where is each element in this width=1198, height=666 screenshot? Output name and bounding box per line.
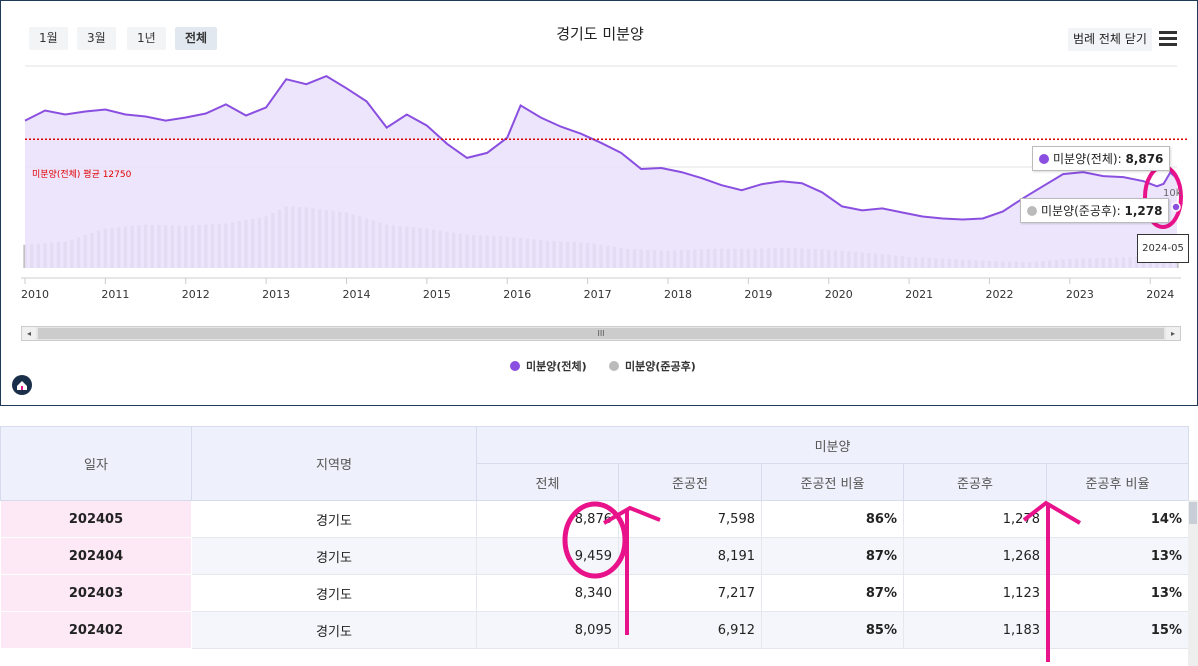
- x-tick-label: 2013: [262, 288, 290, 301]
- header-date[interactable]: 일자: [0, 426, 192, 501]
- scroll-right-arrow-icon[interactable]: ▸: [1166, 327, 1180, 340]
- cell-total: 8,340: [476, 574, 619, 612]
- cell-date: 202405: [0, 500, 192, 538]
- chart-panel: 1월 3월 1년 전체 경기도 미분양 범례 전체 닫기 2010 2011 201…: [0, 0, 1198, 406]
- x-tick-label: 2010: [21, 288, 49, 301]
- tooltip-total-name: 미분양(전체): [1053, 152, 1118, 166]
- cell-after: 1,183: [903, 611, 1047, 649]
- scroll-thumb[interactable]: III: [38, 328, 1164, 339]
- x-tick-label: 2024: [1146, 288, 1174, 301]
- cell-after: 1,123: [903, 574, 1047, 612]
- cell-after-ratio: 15%: [1045, 611, 1190, 649]
- home-icon[interactable]: [12, 375, 32, 395]
- tooltip-after-value: 1,278: [1124, 204, 1163, 218]
- period-button-1y[interactable]: 1년: [127, 27, 166, 50]
- cell-after: 1,278: [903, 500, 1047, 538]
- cell-before: 7,217: [618, 574, 762, 612]
- legend-label: 미분양(전체): [526, 360, 587, 373]
- cell-after-ratio: 13%: [1045, 574, 1190, 612]
- cell-region: 경기도: [191, 537, 477, 575]
- period-button-all[interactable]: 전체: [175, 27, 218, 50]
- tooltip-total: 미분양(전체): 8,876: [1032, 146, 1171, 171]
- total-series-area: [25, 76, 1177, 268]
- series-dot-icon: [1039, 154, 1049, 164]
- table-row[interactable]: 202403 경기도 8,340 7,217 87% 1,123 13%: [0, 574, 1190, 612]
- cell-after-ratio: 13%: [1045, 537, 1190, 575]
- cell-after: 1,268: [903, 537, 1047, 575]
- header-before[interactable]: 준공전: [618, 463, 762, 501]
- x-tick-label: 2020: [825, 288, 853, 301]
- cell-total: 8,095: [476, 611, 619, 649]
- average-label: 미분양(전체) 평균 12750: [32, 170, 132, 180]
- x-tick-label: 2015: [423, 288, 451, 301]
- x-tick-label: 2021: [905, 288, 933, 301]
- x-tick-label: 2012: [182, 288, 210, 301]
- x-tick-label: 2022: [985, 288, 1013, 301]
- cell-date: 202403: [0, 574, 192, 612]
- header-region[interactable]: 지역명: [191, 426, 477, 501]
- x-tick-label: 2023: [1066, 288, 1094, 301]
- table-scroll-thumb[interactable]: [1189, 502, 1197, 524]
- x-tick-label: 2019: [744, 288, 772, 301]
- period-button-1m[interactable]: 1월: [29, 27, 68, 50]
- cell-before-ratio: 85%: [761, 611, 904, 649]
- x-tick-label: 2016: [503, 288, 531, 301]
- scroll-left-arrow-icon[interactable]: ◂: [22, 327, 36, 340]
- cell-total: 9,459: [476, 537, 619, 575]
- hamburger-icon[interactable]: [1159, 31, 1177, 47]
- date-tooltip: 2024-05: [1137, 234, 1189, 263]
- x-tick-label: 2017: [584, 288, 612, 301]
- chart-scrollbar[interactable]: ◂ III ▸: [21, 326, 1181, 341]
- chart-plot: 2010 2011 2012 2013 2014 2015 2016 2017 2018 2019…: [21, 65, 1187, 301]
- legend-dot-icon: [510, 361, 520, 371]
- tooltip-after-name: 미분양(준공후): [1041, 204, 1117, 218]
- x-axis-ticks: 2010 2011 2012 2013 2014 2015 2016 2017 2018 2019…: [21, 278, 1174, 301]
- cell-before-ratio: 86%: [761, 500, 904, 538]
- legend-dot-icon: [609, 361, 619, 371]
- legend-item-after[interactable]: 미분양(준공후): [609, 358, 696, 374]
- data-table: 일자 지역명 미분양 전체 준공전 준공전 비율 준공후 준공후 비율 2024…: [0, 426, 1190, 649]
- series-dot-icon: [1027, 206, 1037, 216]
- last-point-marker: [1171, 202, 1181, 212]
- y-tick-label: 10k: [1163, 188, 1182, 199]
- cell-before-ratio: 87%: [761, 574, 904, 612]
- x-tick-label: 2018: [664, 288, 692, 301]
- cell-date: 202404: [0, 537, 192, 575]
- cell-before-ratio: 87%: [761, 537, 904, 575]
- chart-title: 경기도 미분양: [556, 25, 644, 43]
- table-scrollbar[interactable]: [1188, 500, 1198, 666]
- x-tick-label: 2014: [342, 288, 370, 301]
- cell-after-ratio: 14%: [1045, 500, 1190, 538]
- header-after-ratio[interactable]: 준공후 비율: [1045, 463, 1190, 501]
- cell-region: 경기도: [191, 500, 477, 538]
- header-group: 미분양: [475, 426, 1190, 464]
- cell-region: 경기도: [191, 611, 477, 649]
- table-row[interactable]: 202404 경기도 9,459 8,191 87% 1,268 13%: [0, 537, 1190, 575]
- table-row[interactable]: 202402 경기도 8,095 6,912 85% 1,183 15%: [0, 611, 1190, 649]
- header-total[interactable]: 전체: [476, 463, 619, 501]
- tooltip-after: 미분양(준공후): 1,278: [1020, 198, 1170, 223]
- header-before-ratio[interactable]: 준공전 비율: [761, 463, 904, 501]
- cell-before: 8,191: [618, 537, 762, 575]
- cell-before: 6,912: [618, 611, 762, 649]
- header-after[interactable]: 준공후: [903, 463, 1047, 501]
- table-row[interactable]: 202405 경기도 8,876 7,598 86% 1,278 14%: [0, 500, 1190, 538]
- cell-region: 경기도: [191, 574, 477, 612]
- legend-close-button[interactable]: 범례 전체 닫기: [1068, 28, 1152, 51]
- period-button-3m[interactable]: 3월: [77, 27, 116, 50]
- legend-item-total[interactable]: 미분양(전체): [510, 358, 587, 374]
- legend-label: 미분양(준공후): [625, 360, 696, 373]
- x-tick-label: 2011: [101, 288, 129, 301]
- cell-date: 202402: [0, 611, 192, 649]
- tooltip-total-value: 8,876: [1125, 152, 1164, 166]
- cell-total: 8,876: [476, 500, 619, 538]
- cell-before: 7,598: [618, 500, 762, 538]
